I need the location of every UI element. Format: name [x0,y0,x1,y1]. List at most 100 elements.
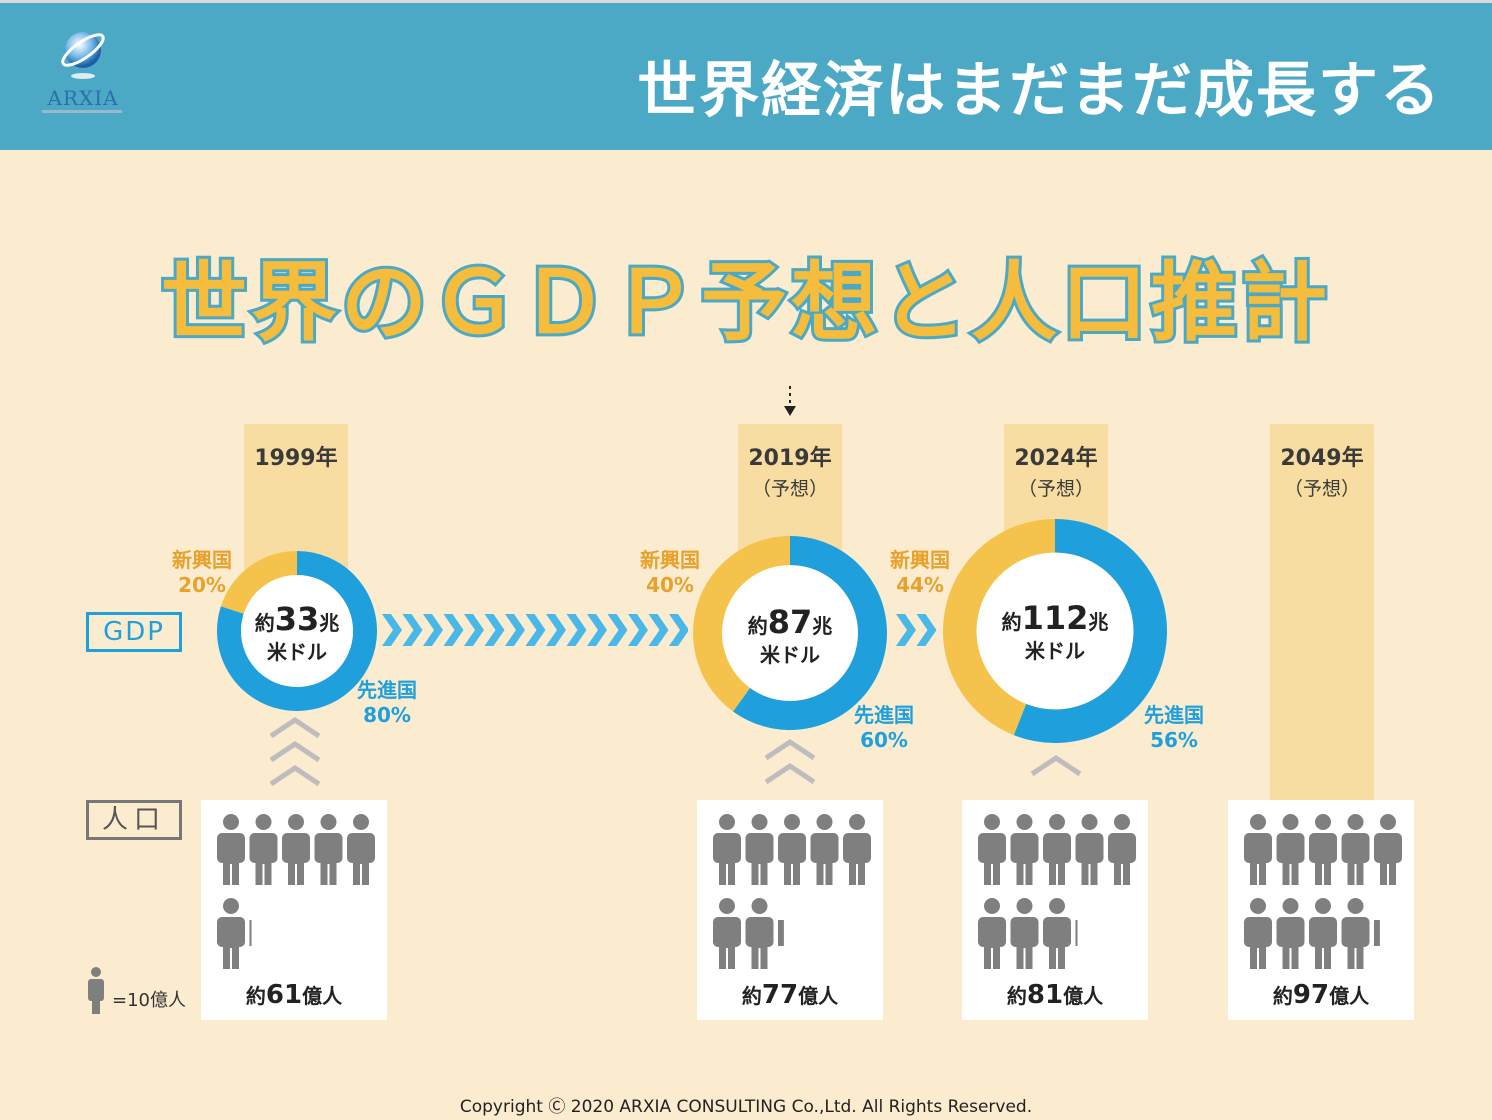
gdp-donut-1999 [217,551,377,711]
emerging-label-2019: 新興国 40% [640,548,700,597]
emerging-segment [693,536,791,712]
gdp-value-2019: 約87兆 米ドル [747,603,833,667]
person-icon [314,814,343,885]
chevron-right-icon [402,614,423,646]
person-icon [347,814,375,885]
chevron-right-icon [896,614,916,646]
developed-label-1999: 先進国 80% [357,678,417,727]
chevron-right-icon [382,614,402,646]
gdp-value-1999: 約33兆 米ドル [254,600,340,664]
developed-label-2019: 先進国 60% [854,703,914,752]
arxia-logo: ARXIA [38,28,128,120]
chevron-right-icon [423,614,443,646]
emerging-label-2024: 新興国 44% [890,548,950,597]
person-icon [1043,898,1071,969]
person-icon [282,814,310,885]
person-icon [713,898,741,969]
year-label: 1999年 [254,446,338,471]
people-icons-1999 [217,814,375,969]
donut-center-fill [722,565,858,701]
gdp-row-label: GDP [86,612,182,652]
main-title: 世界のＧＤＰ予想と人口推計 [158,250,1331,356]
person-icon [978,898,1006,969]
chevron-up-icon [764,762,816,785]
person-icon [217,898,245,969]
person-icon [778,814,806,885]
logo-globe-icon [61,32,105,79]
chevron-right-icon [669,614,688,646]
people-icons-2049 [1244,814,1402,969]
header-top-line [0,0,1492,3]
header-bar: ARXIA 世界経済はまだまだ成長する [0,0,1492,150]
population-total-1999: 約61億人 [245,980,343,1010]
person-icon [843,814,871,885]
donut-center-fill [241,575,353,687]
chevron-up-icon [764,738,816,761]
person-icon [1075,920,1078,946]
person-icon [1244,814,1272,885]
population-box-1999: 約61億人 [201,800,387,1020]
population-box-2024: 約81億人 [962,800,1148,1020]
chevron-right-icon [464,614,484,646]
person-icon [1075,814,1104,885]
person-icon [1276,814,1305,885]
chevron-right-icon [484,614,505,646]
person-icon [745,814,774,885]
person-icon [88,967,104,1014]
developed-segment [733,536,887,730]
band-2024 [1004,424,1108,534]
population-total-2049: 約97億人 [1272,980,1370,1010]
year-label: 2049年 （予想） [1232,440,1412,501]
person-icon [1309,898,1337,969]
person-icon [1374,814,1402,885]
pointer-arrow-icon [784,386,796,416]
person-icon [1276,898,1305,969]
developed-segment [217,551,377,711]
person-icon [713,814,741,885]
chevron-up-icon [269,740,321,763]
chevron-right-icon [648,614,669,646]
population-total-2019: 約77億人 [741,980,839,1010]
year-label: 2019年 （予想） [700,440,880,501]
person-icon [745,898,774,969]
chevron-right-icon [546,614,566,646]
chevron-right-icon [443,614,464,646]
person-icon [217,814,245,885]
person-icon [1374,920,1380,946]
person-icon [978,814,1006,885]
person-icon [810,814,839,885]
person-icon [1244,898,1272,969]
person-icon [249,920,252,946]
chevron-up-icon [269,764,321,787]
donut-center-fill [976,552,1134,710]
person-icon [1043,814,1071,885]
population-box-2049: 約97億人 [1228,800,1414,1020]
band-2049 [1270,424,1374,800]
up-chevrons-2019-icon [764,738,816,785]
forecast-label: （予想） [1017,478,1094,500]
population-row-label: 人口 [86,800,182,840]
logo-subline [42,110,122,113]
up-chevrons-1999-icon [269,716,321,787]
person-icon [1010,814,1039,885]
chevron-right-icon [587,614,607,646]
emerging-label-1999: 新興国 20% [172,548,232,597]
growth-arrow-1999-2019-icon [382,614,688,646]
emerging-segment [220,551,298,615]
person-icon [1341,898,1370,969]
person-icon [1309,814,1337,885]
chevron-right-icon [607,614,628,646]
growth-arrow-2019-2024-icon [896,614,937,646]
chevron-up-icon [1030,754,1082,777]
chevron-up-icon [269,716,321,739]
header-title: 世界経済はまだまだ成長する [637,56,1442,126]
chevron-right-icon [505,614,525,646]
person-icon [249,814,278,885]
person-icon [1010,898,1039,969]
up-chevrons-2024-icon [1030,754,1082,777]
gdp-donut-2024 [943,519,1167,743]
person-icon [1108,814,1136,885]
population-box-2019: 約77億人 [697,800,883,1020]
person-icon [1341,814,1370,885]
forecast-label: （予想） [751,478,828,500]
